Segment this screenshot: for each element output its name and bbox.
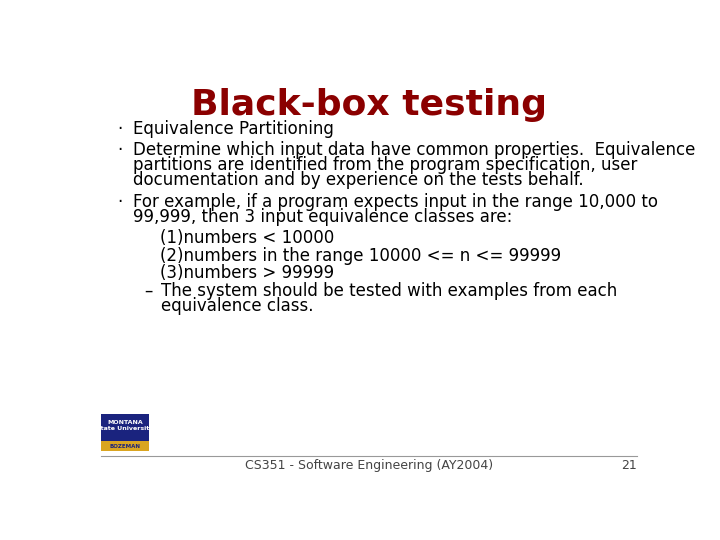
Text: CS351 - Software Engineering (AY2004): CS351 - Software Engineering (AY2004)	[245, 458, 493, 472]
Text: ·: ·	[117, 193, 122, 211]
Text: Determine which input data have common properties.  Equivalence: Determine which input data have common p…	[132, 141, 695, 159]
Text: BOZEMAN: BOZEMAN	[109, 444, 140, 449]
Text: ·: ·	[117, 141, 122, 159]
FancyBboxPatch shape	[101, 414, 149, 451]
Text: –: –	[144, 282, 153, 300]
Text: ·: ·	[117, 120, 122, 138]
Text: 21: 21	[621, 458, 637, 472]
Text: Equivalence Partitioning: Equivalence Partitioning	[132, 120, 333, 138]
Text: The system should be tested with examples from each: The system should be tested with example…	[161, 282, 618, 300]
Text: (3)numbers > 99999: (3)numbers > 99999	[160, 264, 334, 282]
Text: MONTANA
State University: MONTANA State University	[96, 420, 153, 431]
Text: 99,999, then 3 input equivalence classes are:: 99,999, then 3 input equivalence classes…	[132, 208, 512, 226]
Text: (2)numbers in the range 10000 <= n <= 99999: (2)numbers in the range 10000 <= n <= 99…	[160, 247, 561, 265]
Text: documentation and by experience on the tests behalf.: documentation and by experience on the t…	[132, 171, 583, 190]
Text: partitions are identified from the program specification, user: partitions are identified from the progr…	[132, 157, 637, 174]
Text: Black-box testing: Black-box testing	[191, 88, 547, 122]
Text: (1)numbers < 10000: (1)numbers < 10000	[160, 229, 334, 247]
Text: equivalence class.: equivalence class.	[161, 296, 314, 315]
FancyBboxPatch shape	[101, 441, 149, 451]
Text: For example, if a program expects input in the range 10,000 to: For example, if a program expects input …	[132, 193, 657, 211]
